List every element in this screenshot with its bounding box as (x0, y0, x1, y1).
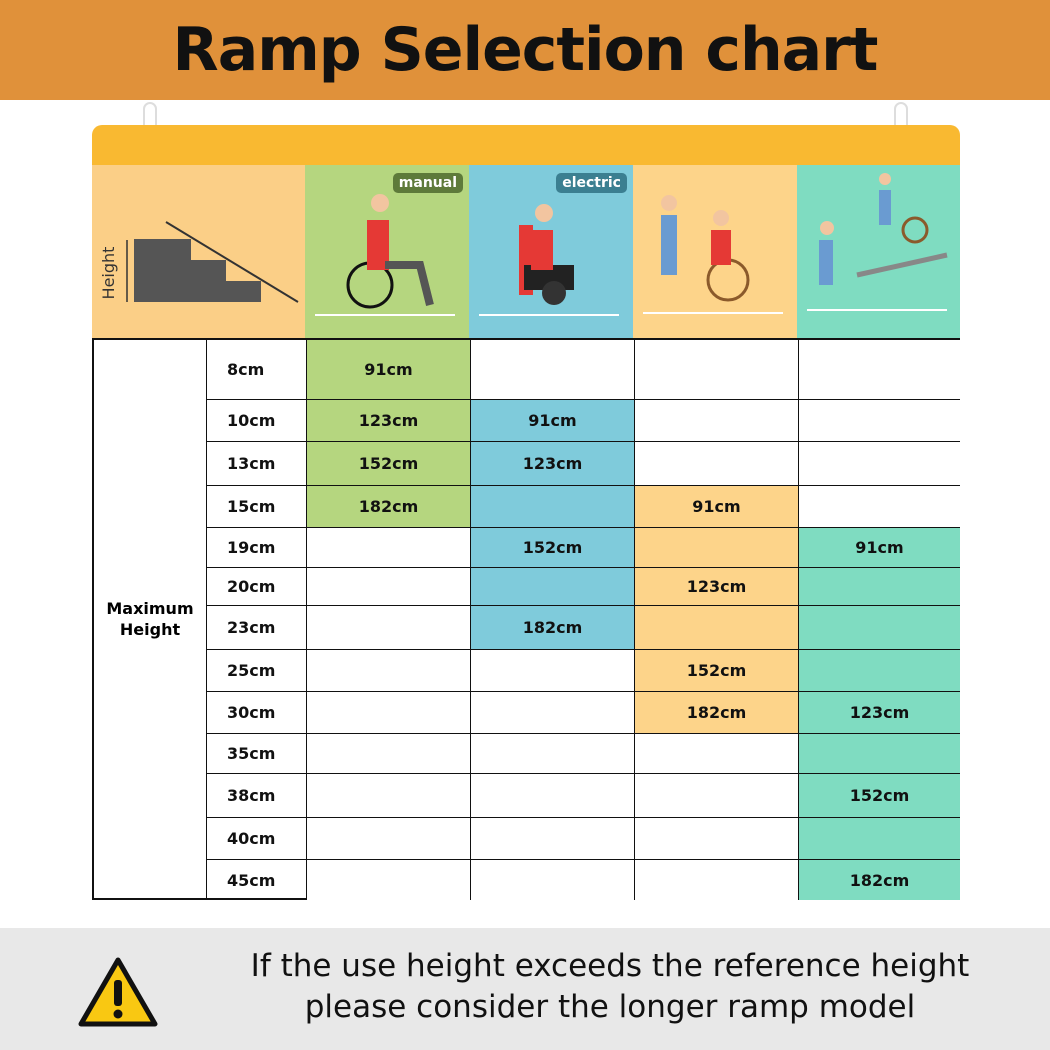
ramp-length-cell: 182cm (307, 486, 471, 528)
ramp-length-cell (471, 774, 635, 818)
ramp-length-cell (471, 486, 635, 528)
ramp-length-cell (471, 860, 635, 900)
row-height-label: 38cm (207, 774, 307, 818)
ramp-length-cell (307, 734, 471, 774)
ramp-length-cell: 91cm (471, 400, 635, 442)
ramp-length-cell: 91cm (307, 340, 471, 400)
row-height-label: 20cm (207, 568, 307, 606)
ramp-length-cell: 152cm (635, 650, 799, 692)
ramp-length-cell (471, 650, 635, 692)
footer-note: If the use height exceeds the reference … (0, 928, 1050, 1050)
electric-badge: electric (556, 173, 627, 193)
ramp-length-cell: 91cm (635, 486, 799, 528)
ramp-length-cell (307, 528, 471, 568)
page-title: Ramp Selection chart (172, 15, 879, 85)
note-line-1: If the use height exceeds the reference … (250, 948, 970, 984)
ramp-length-cell: 152cm (799, 774, 960, 818)
ramp-length-cell: 152cm (471, 528, 635, 568)
ramp-length-cell (635, 442, 799, 486)
ramp-length-cell: 123cm (635, 568, 799, 606)
ramp-length-cell (471, 818, 635, 860)
row-height-label: 35cm (207, 734, 307, 774)
ramp-length-cell (635, 400, 799, 442)
note-line-2: please consider the longer ramp model (304, 989, 916, 1025)
caregiver-pushing-wheelchair-icon (643, 195, 783, 314)
ramp-length-cell (799, 442, 960, 486)
header-bar (92, 125, 960, 167)
height-label: Height (99, 247, 118, 300)
row-height-label: 19cm (207, 528, 307, 568)
ramp-length-cell (307, 818, 471, 860)
ramp-length-cell (307, 568, 471, 606)
ramp-length-cell (799, 818, 960, 860)
ramp-length-cell (799, 606, 960, 650)
ramp-length-cell (799, 400, 960, 442)
ramp-length-cell: 123cm (307, 400, 471, 442)
ramp-length-cell (799, 340, 960, 400)
ramp-length-cell (799, 650, 960, 692)
ramp-length-cell (635, 340, 799, 400)
row-height-label: 45cm (207, 860, 307, 900)
ramp-length-cell: 182cm (635, 692, 799, 734)
ramp-length-cell (307, 650, 471, 692)
ramp-length-cell (635, 606, 799, 650)
assisted-wheelchair-header (633, 165, 797, 338)
electric-wheelchair-header: electric (469, 165, 633, 338)
row-height-label: 8cm (207, 340, 307, 400)
ramp-length-cell: 152cm (307, 442, 471, 486)
row-height-label: 40cm (207, 818, 307, 860)
ramp-stairs-icon: Height (99, 221, 299, 303)
ramp-length-cell (799, 568, 960, 606)
warning-icon (78, 957, 158, 1027)
manual-badge: manual (392, 173, 463, 193)
ramp-length-cell (635, 860, 799, 900)
ramp-length-cell: 182cm (799, 860, 960, 900)
ramp-length-cell (635, 774, 799, 818)
row-height-label: 23cm (207, 606, 307, 650)
title-banner: Ramp Selection chart (0, 0, 1050, 100)
ramp-length-cell: 182cm (471, 606, 635, 650)
ramp-selection-table: Maximum Height 8cm 91cm 10cm 123cm 91cm 13cm 1… (92, 338, 960, 900)
ramp-length-cell (471, 340, 635, 400)
row-height-label: 13cm (207, 442, 307, 486)
ramp-length-cell (307, 860, 471, 900)
ramp-length-cell (635, 734, 799, 774)
ramp-length-cell (307, 692, 471, 734)
row-height-label: 10cm (207, 400, 307, 442)
ramp-length-cell (471, 692, 635, 734)
ramp-length-cell (307, 774, 471, 818)
maximum-height-label: Maximum Height (106, 599, 194, 639)
ramp-length-cell: 123cm (799, 692, 960, 734)
ramp-length-cell: 123cm (471, 442, 635, 486)
ramp-length-cell (799, 486, 960, 528)
ramp-length-cell (635, 818, 799, 860)
manual-wheelchair-header: manual (305, 165, 469, 338)
ramp-length-cell (471, 568, 635, 606)
ramp-length-cell (635, 528, 799, 568)
row-height-label: 30cm (207, 692, 307, 734)
person-with-trolley-icon (807, 173, 948, 311)
manual-wheelchair-icon (315, 194, 455, 316)
row-group-label: Maximum Height (94, 340, 207, 898)
row-height-label: 25cm (207, 650, 307, 692)
row-height-label: 15cm (207, 486, 307, 528)
ramp-length-cell (307, 606, 471, 650)
cargo-ramp-header (797, 165, 960, 338)
ramp-length-cell: 91cm (799, 528, 960, 568)
height-diagram: Height (92, 165, 305, 338)
ramp-length-cell (799, 734, 960, 774)
electric-wheelchair-icon (479, 204, 619, 316)
ramp-length-cell (471, 734, 635, 774)
